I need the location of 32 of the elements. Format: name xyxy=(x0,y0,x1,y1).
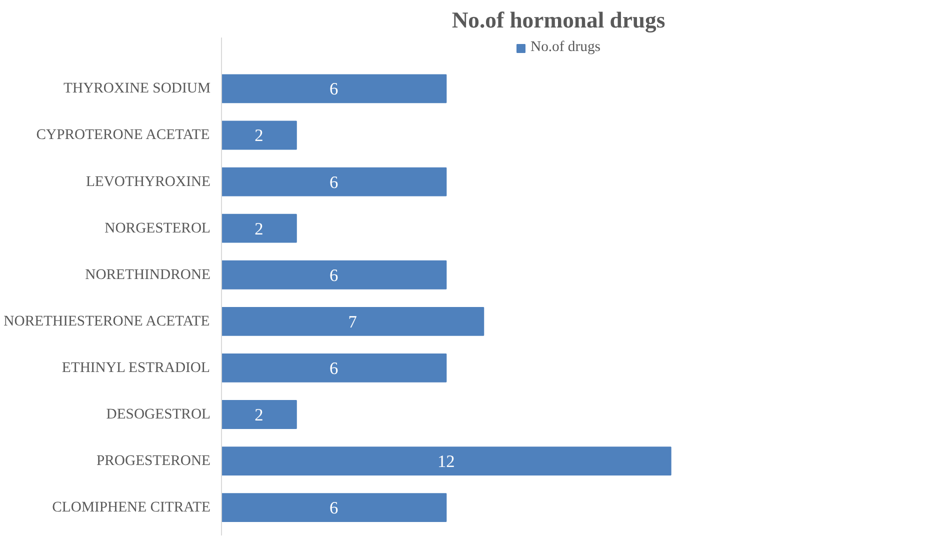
data-label: 6 xyxy=(330,498,338,518)
y-tick-label: NORETHINDRONE xyxy=(85,266,211,283)
y-tick-label: CLOMIPHENE CITRATE xyxy=(52,500,211,516)
bar xyxy=(222,493,447,522)
data-label: 6 xyxy=(330,266,338,285)
bar xyxy=(222,120,297,150)
data-label: 6 xyxy=(330,358,338,378)
bar xyxy=(222,214,297,243)
y-tick-label: ETHINYL ESTRADIOL xyxy=(62,360,210,376)
data-label: 7 xyxy=(348,312,358,332)
y-tick-label: LEVOTHYROXINE xyxy=(86,174,211,190)
bar xyxy=(222,306,484,336)
data-label: 6 xyxy=(330,172,338,192)
data-label: 2 xyxy=(254,219,264,238)
y-tick-label: DESOGESTROL xyxy=(106,406,211,422)
bar xyxy=(222,400,297,429)
y-tick-label: THYROXINE SODIUM xyxy=(64,80,211,97)
data-label: 12 xyxy=(438,452,455,472)
bar xyxy=(222,167,447,196)
data-label: 6 xyxy=(330,80,338,99)
y-tick-label: CYPROTERONE ACETATE xyxy=(36,127,210,144)
bar xyxy=(222,446,672,476)
y-tick-label: NORETHIESTERONE ACETATE xyxy=(4,313,210,330)
data-label: 2 xyxy=(254,405,264,424)
y-tick-label: NORGESTEROL xyxy=(104,220,211,236)
bar xyxy=(222,74,447,104)
y-tick-label: PROGESTERONE xyxy=(96,453,211,470)
bar xyxy=(222,260,447,290)
legend-label: No.of drugs xyxy=(530,39,601,56)
chart-title: No.of hormonal drugs xyxy=(452,8,666,32)
bar xyxy=(222,353,447,382)
data-label: 2 xyxy=(254,126,264,146)
